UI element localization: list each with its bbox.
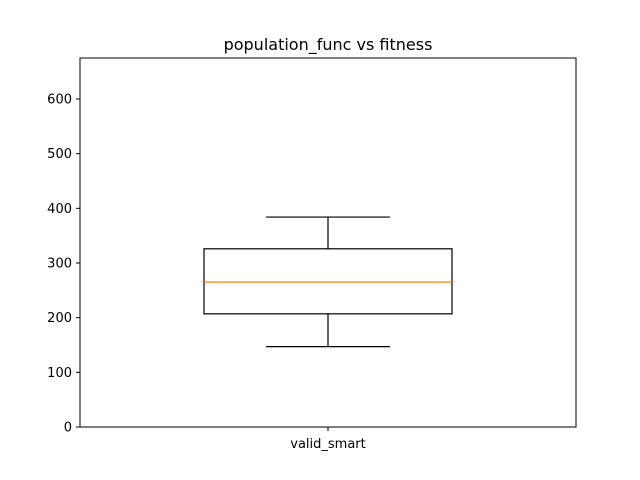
interquartile-box (203, 248, 453, 315)
y-tick-label: 400 (47, 202, 72, 217)
y-tick-label: 500 (47, 147, 72, 162)
y-tick-label: 600 (47, 93, 72, 108)
y-axis: 0 100 200 300 400 500 600 (47, 93, 80, 436)
x-tick-label: valid_smart (290, 437, 365, 452)
x-axis: valid_smart (290, 427, 366, 452)
y-tick-label: 300 (47, 257, 72, 272)
y-tick-label: 0 (64, 421, 72, 436)
y-tick-label: 200 (47, 311, 72, 326)
chart-title: population_func vs fitness (224, 35, 433, 55)
box-series (203, 216, 453, 348)
y-tick-label: 100 (47, 366, 72, 381)
